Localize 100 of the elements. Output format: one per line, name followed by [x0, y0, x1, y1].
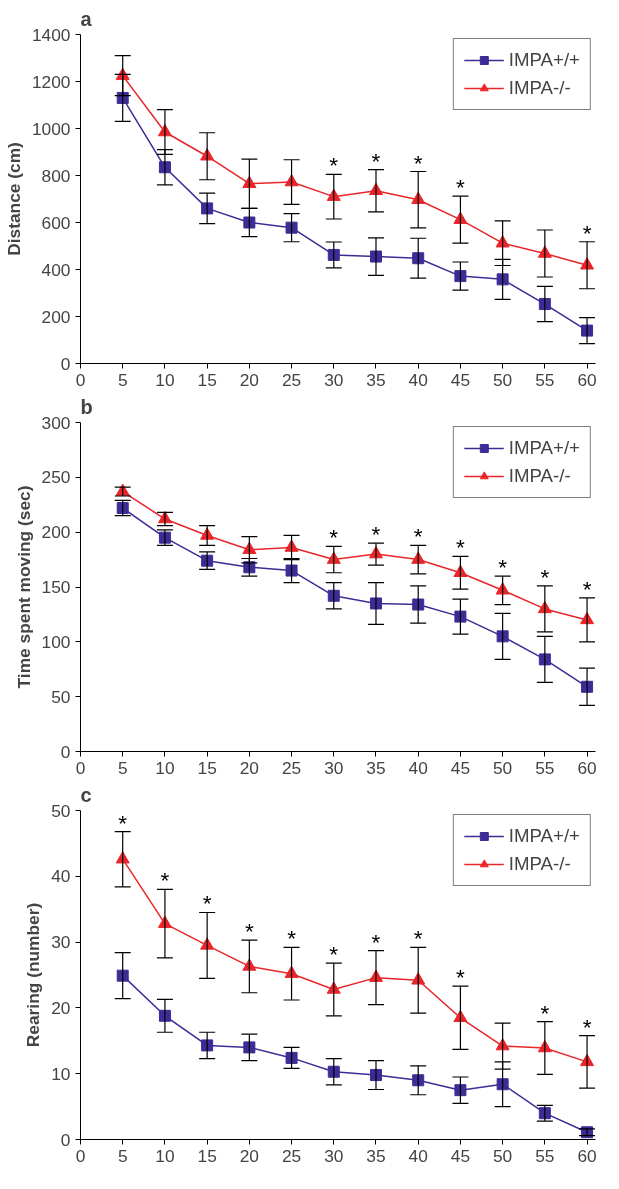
y-tick-label: 0	[60, 353, 71, 374]
point	[454, 610, 467, 623]
x-tick-label: 50	[492, 757, 513, 778]
x-tick-label: 55	[535, 757, 555, 778]
y-tick-label: 1400	[31, 24, 71, 45]
x-tick-label: 35	[366, 757, 386, 778]
x-tick-label: 0	[75, 1145, 86, 1166]
chart-title: c	[80, 783, 92, 806]
legend-label: IMPA+/+	[508, 437, 580, 459]
x-tick-label: 35	[366, 1145, 386, 1166]
annotation: *	[329, 941, 339, 968]
chart-title: b	[80, 395, 93, 418]
y-tick-label: 150	[41, 577, 71, 597]
y-axis-title: Distance (cm)	[3, 142, 24, 256]
y-tick-label: 200	[41, 522, 71, 543]
annotation: *	[329, 152, 339, 179]
x-tick-label: 25	[281, 1145, 302, 1166]
annotation: *	[160, 867, 170, 894]
x-tick-label: 30	[324, 757, 344, 778]
y-tick-label: 250	[41, 467, 71, 488]
x-tick-label: 10	[155, 757, 175, 778]
x-tick-label: 5	[117, 757, 128, 778]
x-tick-label: 15	[197, 1145, 217, 1166]
point	[412, 1074, 425, 1087]
x-tick-label: 30	[324, 369, 344, 390]
legend-label: IMPA-/-	[508, 465, 571, 487]
x-tick-label: 55	[535, 369, 555, 390]
point	[538, 298, 551, 311]
y-tick-label: 40	[51, 866, 71, 887]
x-tick-label: 45	[450, 757, 471, 778]
x-tick-label: 45	[450, 1145, 471, 1166]
x-tick-label: 20	[239, 1145, 259, 1166]
annotation: *	[202, 890, 212, 917]
chart-title: a	[80, 7, 93, 30]
annotation: *	[371, 928, 381, 955]
point	[496, 1078, 509, 1091]
point	[243, 1041, 256, 1054]
annotation: *	[244, 918, 254, 945]
legend-label: IMPA+/+	[508, 825, 580, 847]
point	[454, 1084, 467, 1097]
y-tick-label: 0	[60, 1129, 71, 1150]
point	[243, 216, 256, 229]
y-tick-label: 20	[51, 997, 71, 1018]
x-tick-label: 20	[239, 757, 259, 778]
y-tick-label: 10	[51, 1063, 71, 1084]
annotation: *	[413, 149, 423, 176]
annotation: *	[413, 925, 423, 952]
point	[327, 248, 340, 261]
legend-label: IMPA-/-	[508, 853, 571, 875]
x-tick-label: 0	[75, 369, 86, 390]
y-tick-label: 1000	[31, 118, 71, 139]
annotation: *	[413, 523, 423, 550]
x-tick-label: 50	[492, 369, 513, 390]
y-tick-label: 800	[41, 165, 71, 186]
x-tick-label: 55	[535, 1145, 555, 1166]
x-tick-label: 20	[239, 369, 259, 390]
x-tick-label: 45	[450, 369, 471, 390]
annotation: *	[540, 563, 550, 590]
y-tick-label: 400	[41, 259, 71, 280]
y-tick-label: 600	[41, 212, 71, 233]
x-tick-label: 50	[492, 1145, 513, 1166]
y-axis-title: Rearing (number)	[23, 902, 44, 1048]
annotation: *	[371, 147, 381, 174]
x-tick-label: 60	[577, 1145, 597, 1166]
x-tick-label: 5	[117, 1145, 128, 1166]
y-tick-label: 1200	[31, 71, 71, 92]
annotation: *	[582, 575, 592, 602]
annotation: *	[329, 524, 339, 551]
point	[327, 1065, 340, 1078]
x-tick-label: 15	[197, 757, 217, 778]
x-tick-label: 40	[408, 1145, 428, 1166]
annotation: *	[287, 925, 297, 952]
point	[412, 598, 425, 611]
y-tick-label: 100	[41, 631, 71, 652]
x-tick-label: 60	[577, 369, 597, 390]
annotation: *	[456, 964, 466, 991]
point	[538, 653, 551, 666]
x-tick-label: 25	[281, 757, 302, 778]
x-tick-label: 40	[408, 757, 428, 778]
y-tick-label: 50	[51, 686, 71, 707]
annotation: *	[456, 174, 466, 201]
annotation: *	[540, 999, 550, 1026]
point	[116, 969, 129, 982]
y-tick-label: 0	[60, 741, 71, 762]
point	[496, 273, 509, 286]
annotation: *	[371, 521, 381, 548]
point	[285, 1051, 298, 1064]
x-tick-label: 5	[117, 369, 128, 390]
y-tick-label: 30	[51, 932, 71, 953]
x-tick-label: 15	[197, 369, 217, 390]
annotation: *	[118, 809, 128, 836]
x-tick-label: 30	[324, 1145, 344, 1166]
x-tick-label: 25	[281, 369, 302, 390]
y-tick-label: 300	[41, 412, 71, 433]
x-tick-label: 40	[408, 369, 428, 390]
x-tick-label: 60	[577, 757, 597, 778]
annotation: *	[582, 219, 592, 246]
x-tick-label: 10	[155, 1145, 175, 1166]
y-tick-label: 200	[41, 306, 71, 327]
x-tick-label: 10	[155, 369, 175, 390]
